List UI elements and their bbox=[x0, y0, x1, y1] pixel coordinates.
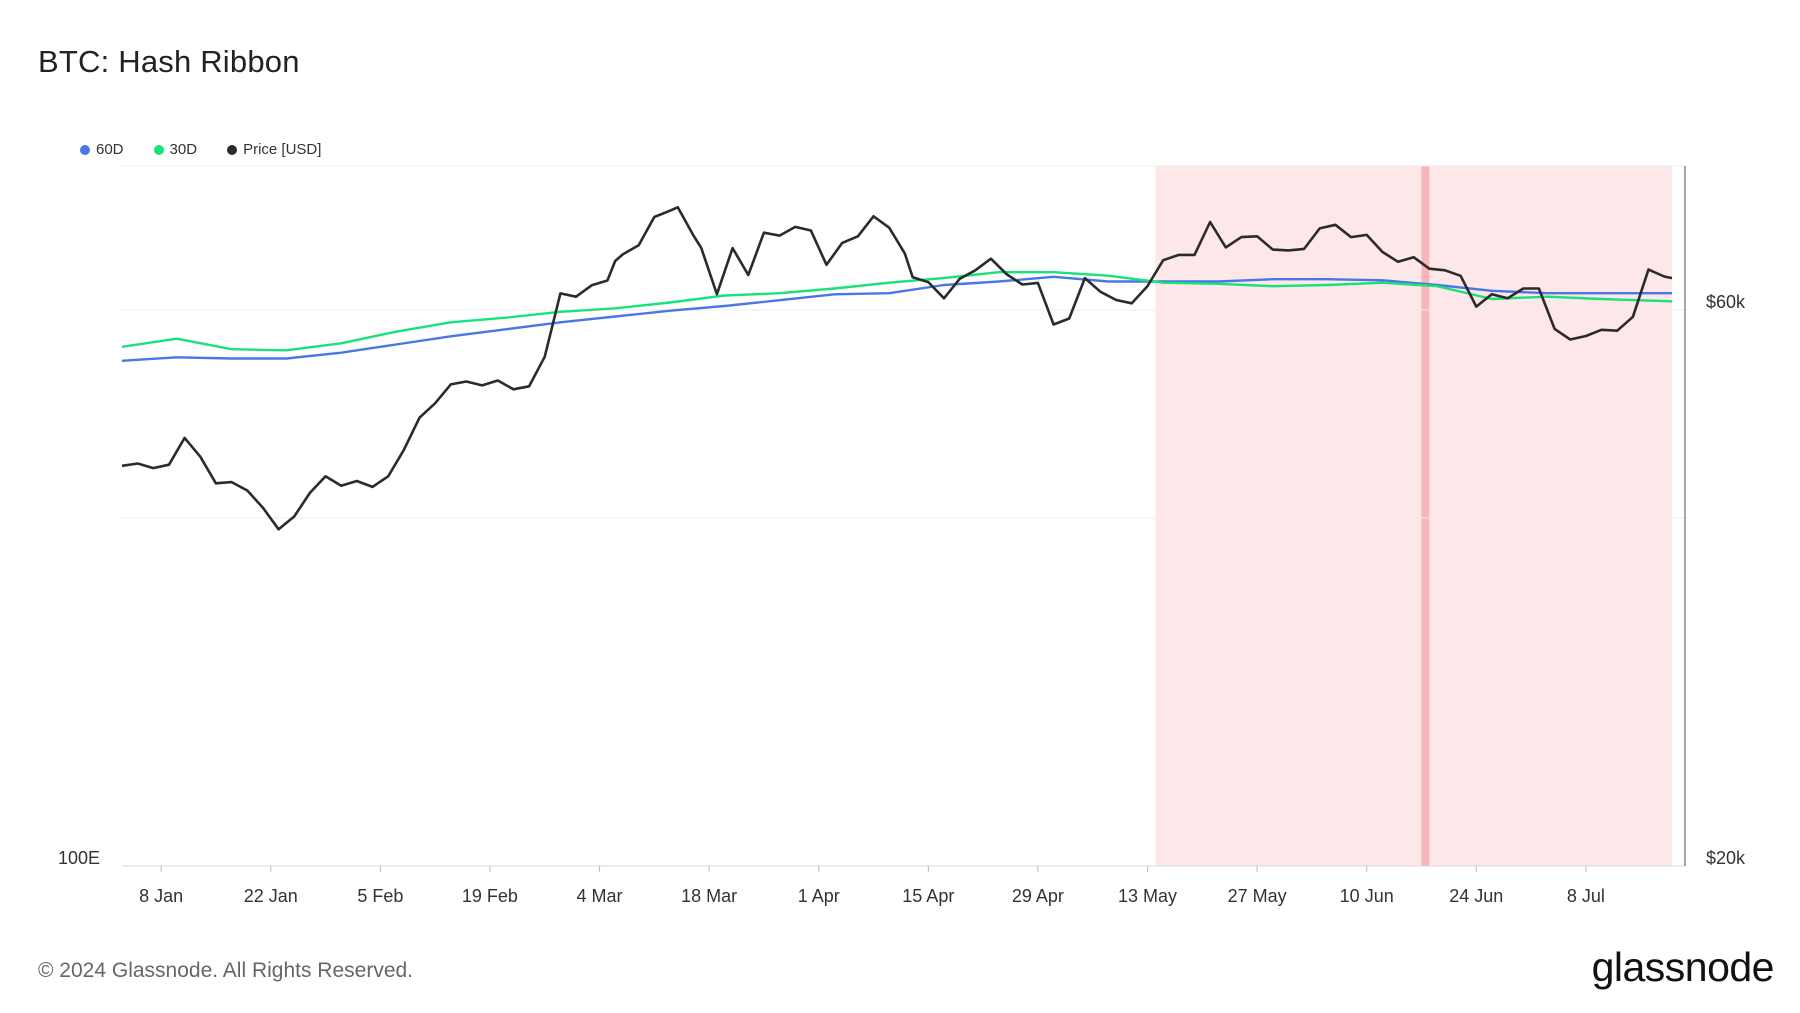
gridlines bbox=[122, 165, 1686, 867]
legend-dot-price bbox=[227, 144, 238, 155]
x-tick-label: 13 May bbox=[1118, 886, 1177, 906]
series-line-60d[interactable] bbox=[121, 275, 1672, 362]
copyright-footer: © 2024 Glassnode. All Rights Reserved. bbox=[38, 959, 414, 982]
series-line-30d[interactable] bbox=[121, 271, 1673, 352]
shaded-region-capitulation bbox=[1155, 166, 1672, 866]
series-lines bbox=[121, 206, 1673, 531]
x-tick-label: 18 Mar bbox=[681, 886, 737, 906]
shaded-region-capitulation-peak bbox=[1421, 166, 1430, 866]
x-tick-label: 24 Jun bbox=[1449, 886, 1503, 906]
chart-legend: 60D 30D Price [USD] bbox=[80, 141, 351, 158]
legend-item-30d[interactable]: 30D bbox=[153, 141, 198, 158]
legend-item-60d[interactable]: 60D bbox=[80, 141, 124, 158]
x-tick-label: 19 Feb bbox=[462, 886, 518, 906]
x-tick-label: 22 Jan bbox=[244, 886, 298, 906]
x-tick-label: 5 Feb bbox=[357, 886, 403, 906]
x-tick-label: 27 May bbox=[1228, 886, 1287, 906]
capitulation-shading bbox=[1155, 166, 1672, 866]
legend-label-60d: 60D bbox=[96, 141, 124, 158]
right-axis-label-20k: $20k bbox=[1706, 848, 1746, 868]
legend-label-price: Price [USD] bbox=[243, 141, 322, 158]
x-tick-label: 10 Jun bbox=[1340, 886, 1394, 906]
glassnode-logo: glassnode bbox=[1591, 944, 1775, 990]
legend-dot-60d bbox=[80, 144, 90, 155]
x-tick-label: 15 Apr bbox=[902, 886, 954, 906]
left-axis-label: 100E bbox=[58, 848, 100, 868]
legend-dot-30d bbox=[153, 144, 164, 155]
right-axis-label-60k: $60k bbox=[1706, 292, 1746, 312]
series-line-price[interactable] bbox=[121, 206, 1673, 531]
x-tick-label: 8 Jan bbox=[139, 886, 183, 906]
x-axis-ticks: 8 Jan 22 Jan 5 Feb 19 Feb 4 Mar 18 Mar 1 Apr 15… bbox=[139, 866, 1605, 906]
legend-item-price[interactable]: Price [USD] bbox=[227, 141, 321, 158]
x-tick-label: 4 Mar bbox=[577, 886, 623, 906]
legend-label-30d: 30D bbox=[169, 141, 198, 158]
x-tick-label: 29 Apr bbox=[1012, 886, 1064, 906]
chart-title: BTC: Hash Ribbon bbox=[38, 44, 300, 79]
x-tick-label: 1 Apr bbox=[798, 886, 840, 906]
x-tick-label: 8 Jul bbox=[1567, 886, 1605, 906]
